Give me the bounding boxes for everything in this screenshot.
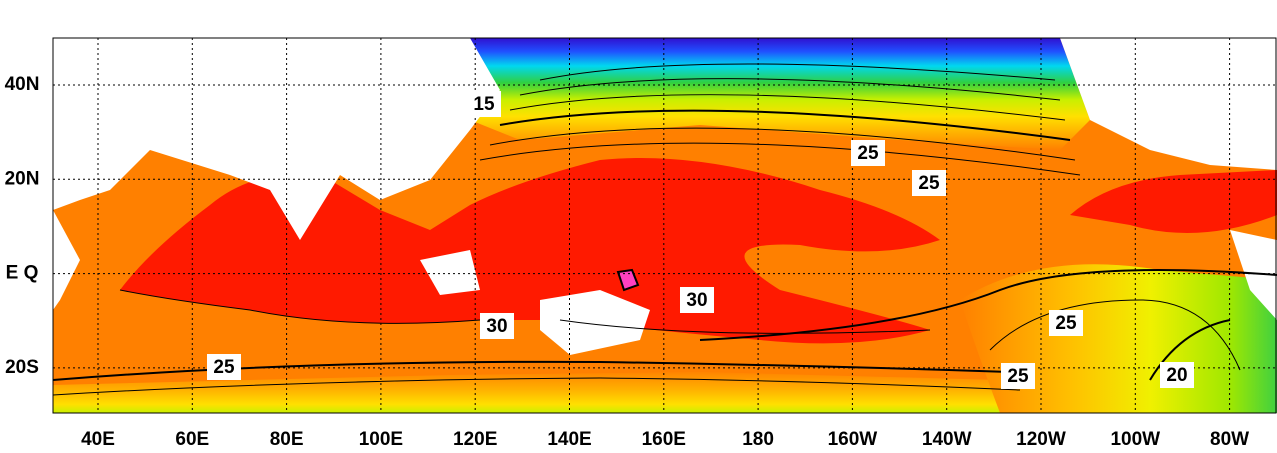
- lon-label: 120E: [453, 429, 497, 448]
- contour-label-box: [851, 140, 885, 166]
- contour-label-box: [1049, 310, 1083, 336]
- contour-label-box: [480, 313, 514, 339]
- contour-label-box: [1160, 362, 1194, 388]
- graticule: [53, 38, 1277, 413]
- contour-label-box: [1001, 363, 1035, 389]
- contour-label: 25: [1007, 366, 1029, 387]
- land-asia: [53, 38, 500, 240]
- land-south-america: [1230, 230, 1277, 320]
- lat-label: 20S: [5, 357, 39, 378]
- east-gradient: [960, 264, 1277, 413]
- lon-label: 140E: [547, 429, 591, 448]
- lon-label: 140W: [922, 429, 972, 448]
- lon-label: 60E: [175, 429, 209, 448]
- contour-label: 30: [486, 316, 507, 337]
- lon-label: 100W: [1110, 429, 1160, 448]
- lon-label: 160E: [642, 429, 686, 448]
- lon-label: 80E: [270, 429, 304, 448]
- contour-label: 25: [1055, 313, 1077, 334]
- contour-label-box: [207, 354, 241, 380]
- map-field: [53, 38, 1277, 413]
- land-africa: [53, 210, 80, 310]
- lon-label: 40E: [81, 429, 115, 448]
- lat-label: E Q: [6, 263, 39, 284]
- lon-label: 160W: [828, 429, 878, 448]
- contour-label: 30: [686, 290, 707, 311]
- lon-label: 100E: [359, 429, 403, 448]
- south-gradient: [53, 370, 1277, 413]
- warm-pool: [120, 158, 940, 344]
- contours: [53, 63, 1277, 396]
- lon-label: 120W: [1016, 429, 1066, 448]
- contour-label: 25: [213, 357, 235, 378]
- lat-label: 20N: [5, 168, 40, 189]
- contour-label-box: [467, 91, 501, 117]
- hot-spot: [616, 268, 640, 292]
- contour-label: 25: [857, 143, 879, 164]
- land-north-america: [1060, 38, 1277, 170]
- north-gradient: [470, 38, 1090, 150]
- warm-pool-east: [1070, 170, 1277, 233]
- land-borneo: [420, 250, 480, 295]
- contour-label-box: [680, 287, 714, 313]
- lon-label: 80W: [1210, 429, 1249, 448]
- contour-label-box: [912, 170, 946, 196]
- map-frame: [52, 37, 1277, 414]
- land-new-guinea: [540, 290, 650, 355]
- contour-label: 15: [473, 94, 495, 115]
- lat-label: 40N: [5, 74, 40, 95]
- contour-label: 25: [918, 173, 940, 194]
- lon-label: 180: [742, 429, 774, 448]
- contour-label: 20: [1166, 365, 1187, 386]
